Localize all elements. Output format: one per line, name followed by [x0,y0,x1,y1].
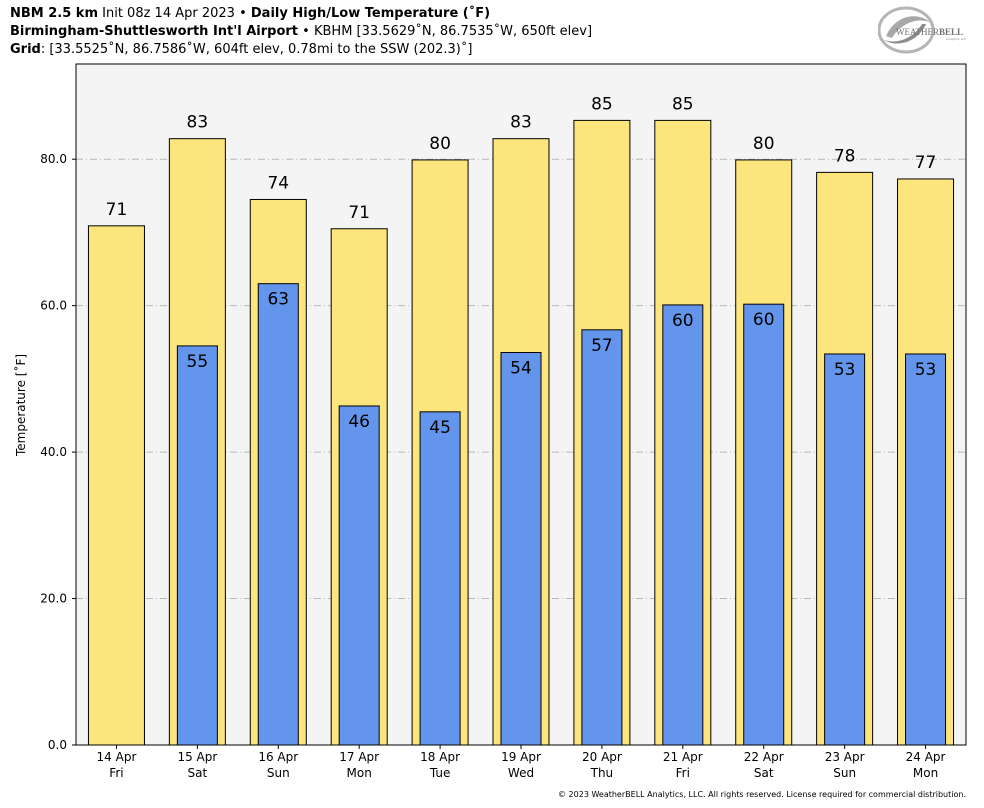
station-info: KBHM [33.5629˚N, 86.7535˚W, 650ft elev] [313,24,593,39]
x-axis: 14 Apr Fri 15 Apr Sat 16 Apr Sun 17 Apr Mon 18 A… [97,745,946,780]
low-bar [338,405,380,746]
low-label: 54 [510,359,532,379]
low-label: 53 [915,360,937,380]
y-axis: 0.0 20.0 40.0 60.0 80.0 [40,152,76,752]
x-tick-day: Mon [913,766,938,780]
product-title: Daily High/Low Temperature (˚F) [250,6,491,21]
copyright-notice: © 2023 WeatherBELL Analytics, LLC. All r… [558,790,966,799]
data-labels: 71 83 55 74 63 71 46 80 45 83 54 85 57 85 60 80 60 78 53 77… [106,94,937,437]
low-bar [824,353,866,746]
low-bar [662,304,704,746]
x-tick-day: Sun [833,766,856,780]
bars [87,119,955,746]
low-bar [257,283,299,746]
high-label: 78 [834,146,856,166]
x-tick-date: 21 Apr [663,750,703,764]
header-line-2: Birmingham-Shuttlesworth Int'l Airport •… [10,23,592,40]
low-label: 46 [348,412,370,432]
x-tick-date: 18 Apr [420,750,460,764]
x-tick-day: Wed [508,766,534,780]
high-label: 85 [591,94,613,114]
low-bar [500,352,542,746]
weatherbell-logo: WEATHERBELL Analytics LLC [878,6,966,54]
logo-text: WEATHERBELL [896,27,963,37]
init-time: Init 08z 14 Apr 2023 [102,6,235,21]
x-tick-day: Sun [267,766,290,780]
grid-label: Grid [10,42,41,57]
low-bar [905,353,947,746]
x-tick-date: 20 Apr [582,750,622,764]
y-tick-label: 40.0 [40,445,67,459]
x-tick-date: 23 Apr [825,750,865,764]
low-bar [419,411,461,746]
low-label: 63 [267,290,289,310]
x-tick-date: 22 Apr [744,750,784,764]
low-bar [743,303,785,746]
low-bar [176,345,218,746]
low-label: 55 [187,352,209,372]
high-label: 74 [267,173,289,193]
separator: • [239,6,247,21]
header-line-1: NBM 2.5 km Init 08z 14 Apr 2023 • Daily … [10,5,490,22]
high-label: 83 [187,113,209,133]
header-line-3: Grid: [33.5525˚N, 86.7586˚W, 604ft elev,… [10,41,472,58]
high-label: 77 [915,153,937,173]
x-tick-date: 16 Apr [258,750,298,764]
y-tick-label: 80.0 [40,152,67,166]
x-tick-date: 15 Apr [177,750,217,764]
x-tick-date: 24 Apr [906,750,946,764]
high-label: 83 [510,113,532,133]
x-tick-day: Fri [109,766,123,780]
x-tick-date: 19 Apr [501,750,541,764]
x-tick-day: Fri [676,766,690,780]
y-axis-label: Temperature [˚F] [13,354,28,457]
station-name: Birmingham-Shuttlesworth Int'l Airport [10,24,299,39]
low-label: 60 [672,311,694,331]
x-tick-day: Thu [590,766,614,780]
separator: • [302,24,310,39]
x-tick-day: Tue [429,766,451,780]
y-tick-label: 20.0 [40,592,67,606]
y-tick-label: 60.0 [40,299,67,313]
x-tick-date: 14 Apr [97,750,137,764]
high-label: 71 [106,200,128,220]
high-label: 85 [672,94,694,114]
grid-info: : [33.5525˚N, 86.7586˚W, 604ft elev, 0.7… [40,42,473,57]
high-label: 71 [348,203,370,223]
model-name: NBM 2.5 km [10,6,98,21]
high-bar [87,225,145,746]
low-label: 57 [591,336,613,356]
low-label: 45 [429,418,451,438]
x-tick-date: 17 Apr [339,750,379,764]
low-label: 60 [753,310,775,330]
y-tick-label: 0.0 [48,738,67,752]
x-tick-day: Sat [188,766,208,780]
x-tick-day: Sat [754,766,774,780]
low-label: 53 [834,360,856,380]
logo-subtext: Analytics LLC [946,37,966,41]
x-tick-day: Mon [347,766,372,780]
high-label: 80 [753,134,775,154]
low-bar [581,329,623,746]
high-label: 80 [429,134,451,154]
